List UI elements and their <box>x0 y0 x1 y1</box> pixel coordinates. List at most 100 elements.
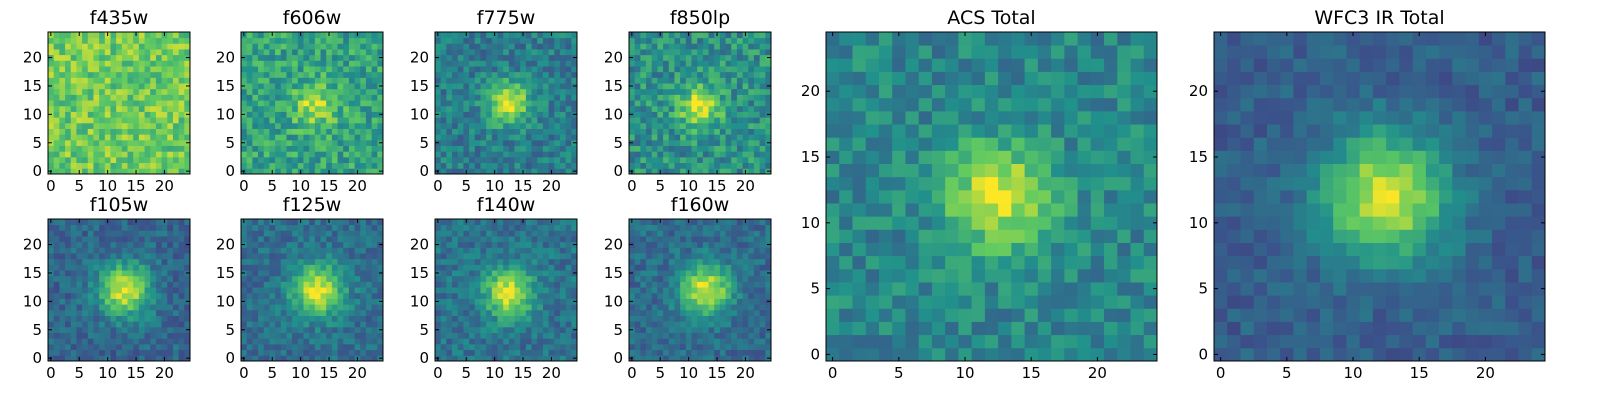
heatmap-cell <box>155 134 162 141</box>
heatmap-cell <box>503 105 510 112</box>
heatmap-cell <box>161 332 168 339</box>
heatmap-cell <box>127 88 134 95</box>
heatmap-cell <box>748 37 755 44</box>
heatmap-cell <box>127 83 134 90</box>
heatmap-cell <box>371 321 378 328</box>
heatmap-cell <box>172 298 180 305</box>
heatmap-cell <box>651 162 658 169</box>
heatmap-cell <box>736 122 743 129</box>
heatmap-cell <box>371 156 378 164</box>
heatmap-cell <box>297 43 304 50</box>
heatmap-cell <box>497 224 504 231</box>
heatmap-cell <box>571 343 578 351</box>
heatmap-cell <box>497 292 504 299</box>
heatmap-cell <box>702 309 709 316</box>
heatmap-cell <box>155 168 162 175</box>
heatmap-cell <box>657 111 664 118</box>
heatmap-cell <box>491 100 498 107</box>
heatmap-cell <box>258 241 265 248</box>
heatmap-cell <box>365 100 373 107</box>
heatmap-cell <box>646 343 653 351</box>
heatmap-cell <box>53 287 60 294</box>
heatmap-cell <box>360 139 367 146</box>
heatmap-cell <box>48 349 55 356</box>
heatmap-cell <box>314 66 321 73</box>
heatmap-cell <box>138 332 145 339</box>
heatmap-cell <box>452 315 459 322</box>
heatmap-cell <box>753 326 761 333</box>
heatmap-cell <box>736 83 743 90</box>
heatmap-cell <box>697 287 704 294</box>
heatmap-cell <box>565 247 572 254</box>
heatmap-cell <box>565 275 572 282</box>
heatmap-cell <box>354 117 361 124</box>
heatmap-cell <box>480 122 487 129</box>
heatmap-cell <box>508 309 515 316</box>
heatmap-cell <box>765 100 772 107</box>
y-tick-label: 5 <box>225 134 235 152</box>
heatmap-cell <box>537 338 544 345</box>
heatmap-cell <box>184 219 191 226</box>
heatmap-cell <box>497 287 504 294</box>
heatmap-cell <box>172 349 180 356</box>
heatmap-cell <box>127 292 134 299</box>
heatmap-cell <box>331 270 338 277</box>
heatmap-cell <box>365 275 373 282</box>
heatmap-cell <box>753 281 761 288</box>
heatmap-cell <box>348 258 355 265</box>
heatmap-cell <box>680 128 687 135</box>
heatmap-cell <box>309 309 316 316</box>
heatmap-cell <box>559 355 567 362</box>
heatmap-cell <box>440 32 447 39</box>
heatmap-cell <box>292 37 299 44</box>
heatmap-cell <box>452 349 459 356</box>
heatmap-cell <box>70 94 77 101</box>
heatmap-cell <box>263 258 270 265</box>
heatmap-cell <box>155 49 162 56</box>
heatmap-cell <box>452 37 459 44</box>
heatmap-cell <box>657 343 664 351</box>
heatmap-cell <box>491 37 498 44</box>
heatmap-cell <box>184 60 191 67</box>
heatmap-cell <box>697 168 704 175</box>
heatmap-cell <box>87 83 94 90</box>
heatmap-cell <box>651 304 658 311</box>
heatmap-cell <box>331 94 338 101</box>
heatmap-cell <box>326 54 333 61</box>
heatmap-cell <box>65 54 72 61</box>
heatmap-cell <box>110 253 117 260</box>
heatmap-cell <box>457 224 464 231</box>
heatmap-cell <box>303 54 310 61</box>
heatmap-cell <box>314 287 321 294</box>
heatmap-cell <box>668 139 675 146</box>
heatmap-cell <box>246 224 253 231</box>
heatmap-cell <box>542 43 549 50</box>
heatmap-cell <box>469 332 476 339</box>
heatmap-cell <box>87 60 94 67</box>
heatmap-cell <box>486 264 493 271</box>
heatmap-cell <box>133 230 140 237</box>
heatmap-cell <box>76 60 83 67</box>
heatmap-cell <box>559 32 567 39</box>
heatmap-cell <box>668 326 675 333</box>
heatmap-cell <box>110 139 117 146</box>
heatmap-cell <box>474 134 481 141</box>
heatmap-cell <box>702 139 709 146</box>
heatmap-cell <box>348 77 355 84</box>
heatmap-cell <box>326 151 333 158</box>
heatmap-cell <box>241 309 248 316</box>
heatmap-cell <box>435 338 442 345</box>
heatmap-cell <box>548 287 555 294</box>
heatmap-cell <box>365 94 373 101</box>
heatmap-cell <box>246 304 253 311</box>
heatmap-cell <box>719 105 726 112</box>
heatmap-cell <box>104 105 111 112</box>
heatmap-cell <box>531 128 538 135</box>
heatmap-cell <box>697 275 704 282</box>
heatmap-cell <box>548 139 555 146</box>
heatmap-cell <box>348 151 355 158</box>
heatmap-cell <box>53 270 60 277</box>
heatmap-cell <box>708 287 715 294</box>
